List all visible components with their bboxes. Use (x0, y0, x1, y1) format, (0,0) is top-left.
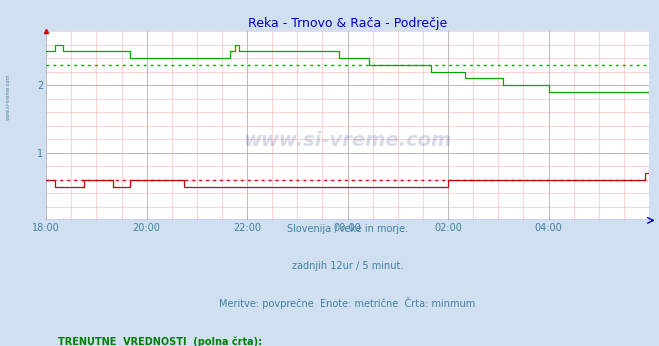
Text: Meritve: povprečne  Enote: metrične  Črta: minmum: Meritve: povprečne Enote: metrične Črta:… (219, 297, 476, 309)
Text: Slovenija / reke in morje.: Slovenija / reke in morje. (287, 224, 408, 234)
Text: zadnjih 12ur / 5 minut.: zadnjih 12ur / 5 minut. (292, 261, 403, 271)
Text: TRENUTNE  VREDNOSTI  (polna črta):: TRENUTNE VREDNOSTI (polna črta): (58, 336, 262, 346)
Text: www.si-vreme.com: www.si-vreme.com (243, 131, 452, 151)
Text: www.si-vreme.com: www.si-vreme.com (6, 74, 11, 120)
Title: Reka - Trnovo & Rača - Podrečje: Reka - Trnovo & Rača - Podrečje (248, 17, 447, 30)
